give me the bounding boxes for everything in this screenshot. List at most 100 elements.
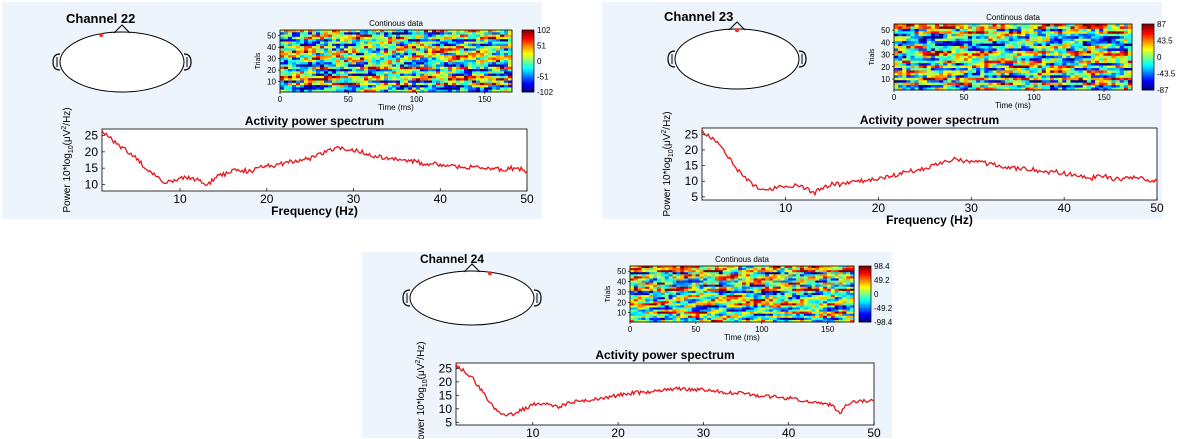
erp-xtick-label: 150 — [821, 325, 835, 334]
heatmap-cell — [384, 80, 389, 84]
heatmap-cell — [1127, 80, 1133, 84]
heatmap-cell — [714, 266, 720, 269]
heatmap-cell — [935, 77, 940, 81]
heatmap-cell — [672, 280, 677, 283]
heatmap-cell — [738, 268, 743, 271]
heatmap-cell — [424, 64, 429, 68]
heatmap-cell — [846, 274, 851, 277]
heatmap-cell — [935, 58, 940, 62]
heatmap-cell — [332, 66, 337, 70]
colorbar-swatch — [522, 64, 534, 67]
heatmap-cell — [356, 57, 361, 61]
heatmap-cell — [660, 288, 666, 292]
heatmap-cell — [300, 50, 305, 54]
heatmap-cell — [984, 48, 989, 52]
spectrum-ylabel: Power 10*log10(μV2/Hz) — [61, 107, 75, 212]
heatmap-cell — [1029, 50, 1034, 54]
heatmap-cell — [838, 309, 843, 313]
heatmap-cell — [340, 62, 345, 65]
heatmap-cell — [1099, 43, 1104, 47]
heatmap-cell — [649, 319, 654, 323]
heatmap-cell — [711, 268, 716, 271]
heatmap-cell — [332, 50, 337, 54]
heatmap-cell — [340, 52, 345, 56]
heatmap-cell — [1033, 77, 1039, 81]
heatmap-cell — [1017, 50, 1022, 54]
heatmap-cell — [304, 71, 309, 75]
heatmap-cell — [819, 270, 824, 273]
heatmap-cell — [711, 315, 716, 319]
heatmap-cell — [476, 78, 481, 81]
heatmap-cell — [687, 282, 693, 286]
heatmap-cell — [428, 66, 433, 70]
heatmap-cell — [400, 89, 405, 93]
heatmap-cell — [1099, 80, 1104, 84]
heatmap-cell — [988, 26, 993, 30]
heatmap-cell — [320, 62, 325, 65]
heatmap-cell — [988, 80, 993, 84]
heatmap-cell — [1033, 82, 1039, 86]
heatmap-cell — [284, 46, 289, 49]
heatmap-cell — [1008, 80, 1014, 84]
heatmap-cell — [280, 87, 285, 91]
heatmap-cell — [428, 39, 433, 42]
heatmap-cell — [633, 272, 639, 275]
heatmap-cell — [444, 75, 449, 79]
heatmap-cell — [320, 57, 325, 61]
heatmap-cell — [432, 34, 437, 38]
heatmap-cell — [846, 278, 851, 281]
heatmap-cell — [356, 87, 361, 91]
heatmap-cell — [1119, 70, 1125, 74]
heatmap-cell — [803, 284, 809, 288]
heatmap-cell — [388, 36, 393, 40]
heatmap-cell — [660, 301, 666, 304]
heatmap-cell — [1025, 24, 1030, 27]
heatmap-cell — [404, 52, 409, 56]
heatmap-cell — [660, 280, 666, 283]
heatmap-cell — [772, 280, 778, 283]
heatmap-cell — [695, 268, 700, 271]
heatmap-cell — [996, 33, 1002, 37]
heatmap-cell — [811, 290, 816, 294]
heatmap-cell — [1049, 80, 1055, 84]
heatmap-cell — [1062, 38, 1067, 42]
heatmap-cell — [637, 311, 642, 315]
heatmap-cell — [761, 299, 766, 302]
heatmap-cell — [745, 313, 751, 317]
heatmap-cell — [630, 317, 635, 321]
erp-xtick-label: 100 — [410, 95, 424, 104]
heatmap-cell — [951, 65, 956, 69]
heatmap-cell — [935, 38, 940, 42]
heatmap-cell — [826, 297, 832, 300]
heatmap-cell — [976, 85, 981, 88]
heatmap-cell — [420, 46, 425, 49]
heatmap-cell — [657, 270, 662, 273]
heatmap-cell — [902, 65, 907, 69]
heatmap-cell — [1103, 43, 1108, 47]
heatmap-cell — [300, 89, 305, 93]
heatmap-cell — [850, 309, 855, 313]
heatmap-cell — [1123, 70, 1129, 74]
heatmap-cell — [834, 270, 839, 273]
heatmap-cell — [914, 24, 920, 27]
heatmap-cell — [1004, 77, 1010, 81]
heatmap-cell — [811, 270, 816, 273]
heatmap-cell — [695, 307, 700, 310]
heatmap-cell — [368, 50, 373, 54]
heatmap-cell — [745, 295, 751, 298]
heatmap-cell — [324, 64, 329, 68]
heatmap-cell — [1008, 26, 1014, 30]
heatmap-cell — [472, 85, 477, 88]
heatmap-cell — [996, 65, 1002, 69]
heatmap-cell — [1008, 36, 1014, 40]
heatmap-cell — [1058, 72, 1063, 76]
heatmap-cell — [436, 41, 441, 45]
heatmap-cell — [687, 311, 693, 315]
heatmap-cell — [722, 301, 727, 304]
heatmap-cell — [776, 282, 782, 286]
heatmap-cell — [1054, 85, 1059, 88]
heatmap-cell — [988, 85, 993, 88]
heatmap-cell — [672, 307, 677, 310]
heatmap-cell — [672, 282, 677, 286]
heatmap-cell — [420, 59, 425, 63]
